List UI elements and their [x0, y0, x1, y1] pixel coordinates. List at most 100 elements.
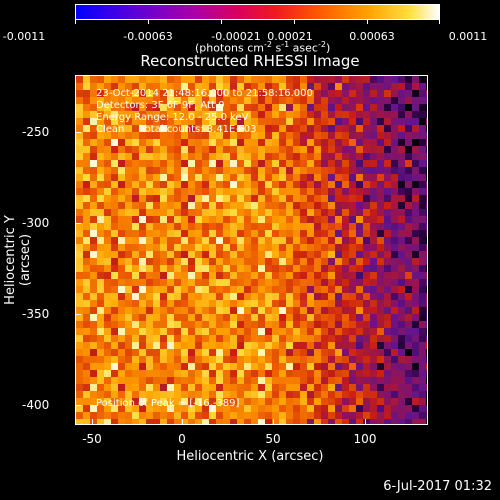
heatmap-cell: [104, 265, 111, 272]
heatmap-cell: [286, 216, 293, 223]
heatmap-cell: [272, 174, 279, 181]
heatmap-cell: [160, 405, 167, 412]
heatmap-cell: [412, 125, 419, 132]
heatmap-cell: [118, 244, 125, 251]
heatmap-cell: [139, 90, 146, 97]
heatmap-cell: [405, 321, 412, 328]
heatmap-cell: [104, 104, 111, 111]
heatmap-cell: [356, 398, 363, 405]
heatmap-cell: [118, 202, 125, 209]
heatmap-cell: [132, 398, 139, 405]
heatmap-cell: [139, 335, 146, 342]
heatmap-cell: [90, 272, 97, 279]
heatmap-cell: [265, 335, 272, 342]
heatmap-cell: [391, 328, 398, 335]
heatmap-cell: [405, 174, 412, 181]
heatmap-cell: [132, 181, 139, 188]
heatmap-cell: [321, 370, 328, 377]
heatmap-cell: [349, 104, 356, 111]
heatmap-cell: [174, 146, 181, 153]
heatmap-cell: [272, 314, 279, 321]
heatmap-cell: [426, 279, 427, 286]
heatmap-cell: [230, 300, 237, 307]
heatmap-cell: [174, 90, 181, 97]
heatmap-cell: [111, 160, 118, 167]
heatmap-cell: [258, 132, 265, 139]
heatmap-cell: [328, 412, 335, 419]
heatmap-cell: [97, 118, 104, 125]
heatmap-cell: [90, 146, 97, 153]
heatmap-cell: [307, 160, 314, 167]
heatmap-cell: [174, 223, 181, 230]
heatmap-cell: [202, 314, 209, 321]
heatmap-cell: [230, 349, 237, 356]
heatmap-cell: [419, 272, 426, 279]
heatmap-cell: [188, 258, 195, 265]
heatmap-cell: [307, 251, 314, 258]
heatmap-cell: [279, 202, 286, 209]
heatmap-cell: [321, 314, 328, 321]
heatmap-cell: [335, 202, 342, 209]
heatmap-cell: [293, 216, 300, 223]
heatmap-cell: [321, 181, 328, 188]
heatmap-cell: [195, 139, 202, 146]
heatmap-cell: [223, 125, 230, 132]
heatmap-cell: [279, 251, 286, 258]
heatmap-cell: [167, 370, 174, 377]
heatmap-cell: [293, 125, 300, 132]
heatmap-cell: [153, 300, 160, 307]
heatmap-cell: [398, 237, 405, 244]
heatmap-cell: [412, 153, 419, 160]
heatmap-cell: [426, 251, 427, 258]
heatmap-cell: [174, 244, 181, 251]
heatmap-cell: [90, 76, 97, 83]
heatmap-cell: [216, 237, 223, 244]
heatmap-cell: [377, 412, 384, 419]
heatmap-cell: [90, 349, 97, 356]
heatmap-cell: [188, 342, 195, 349]
heatmap-cell: [356, 419, 363, 424]
heatmap-cell: [286, 244, 293, 251]
heatmap-cell: [342, 328, 349, 335]
heatmap-cell: [349, 419, 356, 424]
heatmap-cell: [426, 307, 427, 314]
heatmap-cell: [244, 223, 251, 230]
heatmap-cell: [139, 363, 146, 370]
heatmap-cell: [391, 265, 398, 272]
heatmap-cell: [181, 314, 188, 321]
heatmap-cell: [97, 293, 104, 300]
heatmap-cell: [398, 230, 405, 237]
heatmap-cell: [370, 188, 377, 195]
heatmap-cell: [237, 419, 244, 424]
heatmap-cell: [104, 251, 111, 258]
heatmap-cell: [342, 167, 349, 174]
heatmap-cell: [83, 419, 90, 424]
heatmap-cell: [139, 300, 146, 307]
heatmap-cell: [153, 279, 160, 286]
heatmap-cell: [76, 118, 83, 125]
heatmap-cell: [223, 258, 230, 265]
heatmap-cell: [216, 202, 223, 209]
heatmap-cell: [265, 195, 272, 202]
heatmap-cell: [160, 188, 167, 195]
heatmap-cell: [167, 118, 174, 125]
heatmap-cell: [293, 370, 300, 377]
heatmap-cell: [398, 328, 405, 335]
heatmap-cell: [160, 377, 167, 384]
heatmap-cell: [426, 265, 427, 272]
heatmap-cell: [279, 370, 286, 377]
heatmap-cell: [391, 244, 398, 251]
heatmap-cell: [300, 391, 307, 398]
heatmap-cell: [160, 83, 167, 90]
heatmap-cell: [160, 272, 167, 279]
heatmap-cell: [76, 370, 83, 377]
heatmap-cell: [181, 202, 188, 209]
heatmap-cell: [104, 146, 111, 153]
heatmap-cell: [139, 132, 146, 139]
heatmap-cell: [279, 258, 286, 265]
heatmap-cell: [230, 398, 237, 405]
heatmap-cell: [391, 321, 398, 328]
heatmap-cell: [398, 97, 405, 104]
heatmap-cell: [391, 412, 398, 419]
heatmap-cell: [279, 195, 286, 202]
